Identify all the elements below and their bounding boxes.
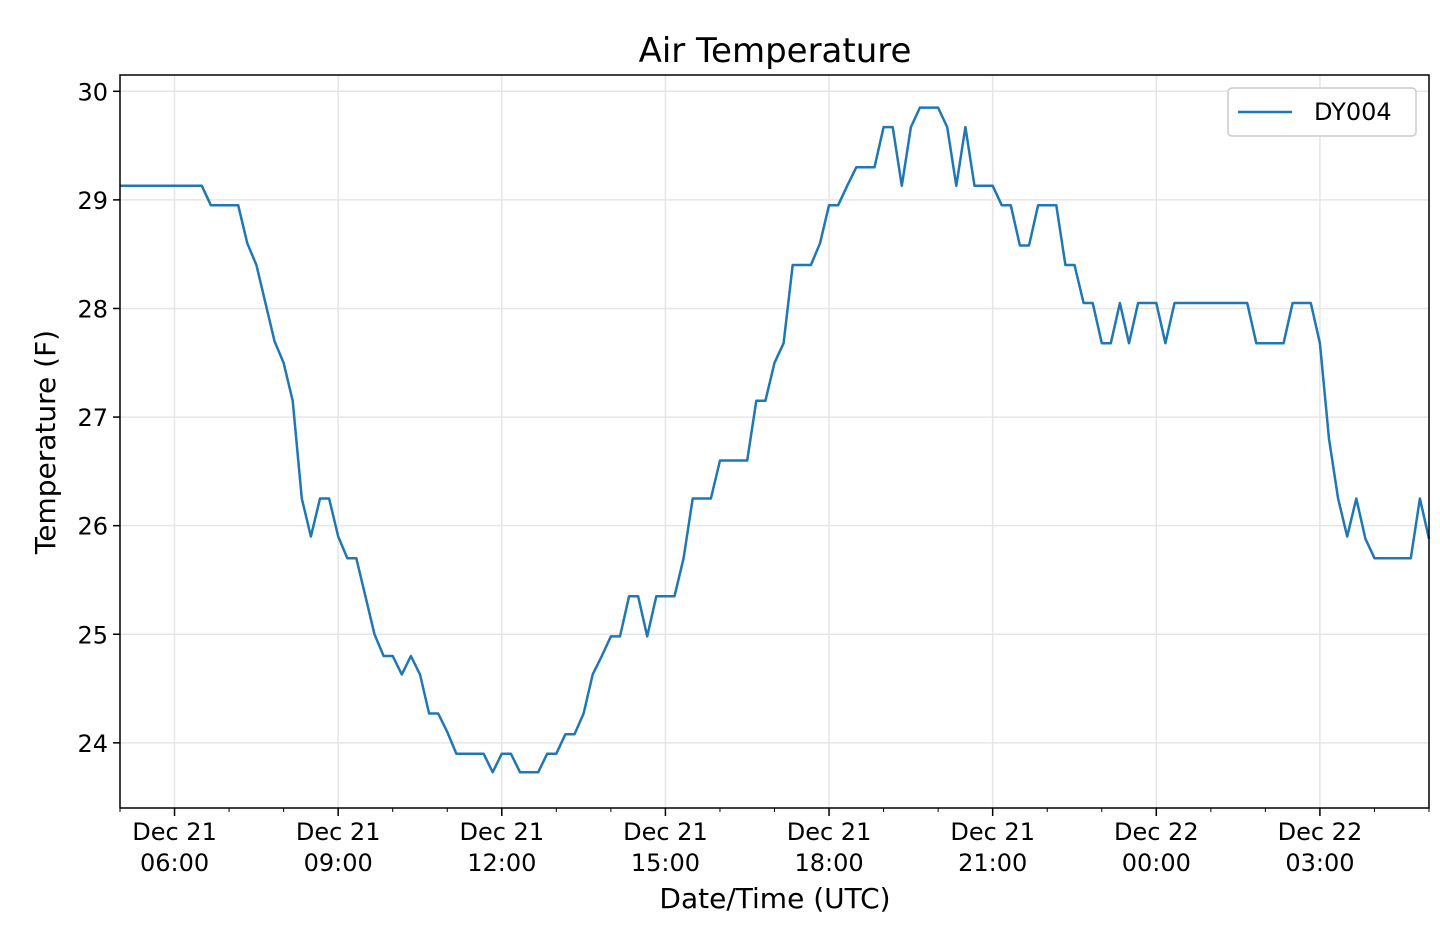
x-tick-label-time: 21:00: [958, 849, 1027, 877]
gridlines: [120, 75, 1429, 808]
x-tick-label-time: 15:00: [631, 849, 700, 877]
series-layer: [120, 106, 1431, 774]
chart-title: Air Temperature: [639, 31, 912, 71]
x-tick-label-date: Dec 21: [787, 818, 872, 846]
x-axis-ticks: Dec 21 06:00 Dec 21 09:00 Dec 21 12:00 Dec 21 1…: [119, 808, 1430, 877]
x-tick-label-time: 03:00: [1285, 849, 1354, 877]
x-tick-label-time: 06:00: [140, 849, 209, 877]
x-tick-label-date: Dec 21: [132, 818, 217, 846]
y-axis-ticks: 24 25 26 27 28 29 30: [77, 78, 120, 758]
y-tick-label: 24: [77, 730, 108, 758]
x-tick-label-date: Dec 21: [950, 818, 1035, 846]
x-tick-label-time: 18:00: [794, 849, 863, 877]
legend-box: [1227, 87, 1417, 137]
legend-label-dy004: DY004: [1314, 98, 1392, 126]
x-axis-label: Date/Time (UTC): [659, 882, 890, 915]
series-line-dy004: [120, 106, 1431, 774]
x-tick-label-time: 09:00: [304, 849, 373, 877]
y-tick-label: 30: [77, 78, 108, 106]
y-tick-label: 25: [77, 621, 108, 649]
y-axis-label: Temperature (F): [29, 330, 62, 555]
y-tick-label: 29: [77, 187, 108, 215]
y-tick-label: 26: [77, 513, 108, 541]
legend: DY004: [1227, 87, 1417, 137]
x-tick-label-time: 00:00: [1122, 849, 1191, 877]
x-tick-label-date: Dec 21: [296, 818, 381, 846]
y-tick-label: 27: [77, 404, 108, 432]
y-tick-label: 28: [77, 295, 108, 323]
x-tick-label-date: Dec 22: [1278, 818, 1363, 846]
x-tick-label-date: Dec 21: [623, 818, 708, 846]
x-tick-label-time: 12:00: [467, 849, 536, 877]
x-tick-label-date: Dec 22: [1114, 818, 1199, 846]
x-tick-label-date: Dec 21: [459, 818, 544, 846]
